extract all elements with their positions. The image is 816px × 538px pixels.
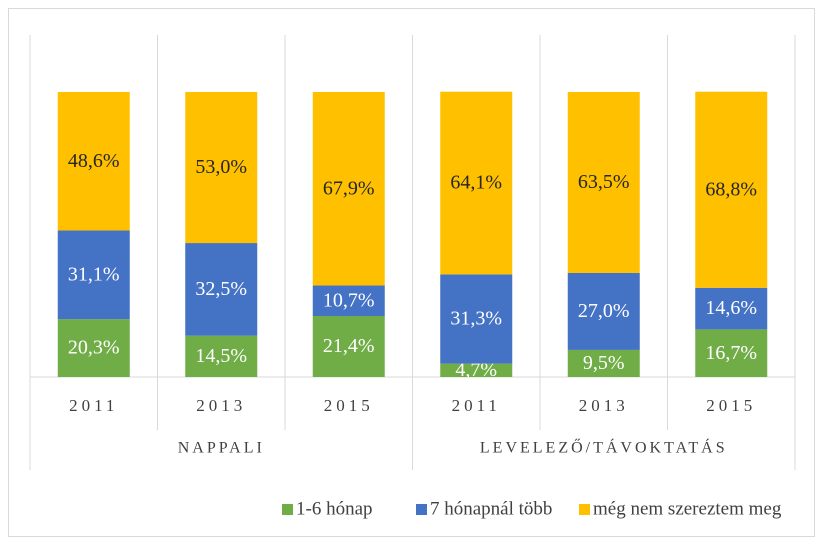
bar-segment xyxy=(567,92,640,273)
bar-segment xyxy=(185,243,258,336)
data-label: 63,5% xyxy=(578,171,630,193)
data-label: 14,6% xyxy=(705,297,757,319)
data-label: 20,3% xyxy=(68,337,120,359)
bar-segment xyxy=(312,92,385,286)
data-label: 48,6% xyxy=(68,150,120,172)
legend-swatch xyxy=(416,504,427,515)
bar-segment xyxy=(567,272,640,350)
data-label: 4,7% xyxy=(455,359,497,381)
bar-segment xyxy=(57,230,130,320)
legend-swatch xyxy=(282,504,293,515)
data-label: 14,5% xyxy=(195,345,247,367)
bar-segment xyxy=(440,91,513,275)
data-label: 21,4% xyxy=(323,335,375,357)
data-label: 9,5% xyxy=(583,352,625,374)
bar-segment xyxy=(567,349,640,377)
bar-segment xyxy=(185,335,258,377)
data-label: 53,0% xyxy=(195,156,247,178)
bar-segment xyxy=(57,92,130,231)
legend-swatch xyxy=(579,504,590,515)
bar-segment xyxy=(695,287,768,330)
legend-label: még nem szereztem meg xyxy=(593,498,782,519)
x-tick-label: 2013 xyxy=(579,396,629,415)
bar-segment xyxy=(312,316,385,377)
data-label: 31,1% xyxy=(68,263,120,285)
x-tick-label: 2011 xyxy=(452,396,501,415)
data-label: 64,1% xyxy=(450,172,502,194)
data-label: 10,7% xyxy=(323,289,375,311)
bar-segment xyxy=(185,92,258,244)
legend-label: 1-6 hónap xyxy=(296,498,373,519)
bar-segment xyxy=(695,91,768,288)
group-label: NAPPALI xyxy=(178,440,265,457)
bar-segment xyxy=(440,274,513,364)
x-tick-label: 2011 xyxy=(69,396,118,415)
bar-segment xyxy=(312,285,385,317)
data-label: 31,3% xyxy=(450,308,502,330)
bar-segment xyxy=(695,329,768,377)
data-label: 32,5% xyxy=(195,278,247,300)
data-label: 68,8% xyxy=(705,178,757,200)
data-label: 67,9% xyxy=(323,177,375,199)
legend-label: 7 hónapnál több xyxy=(430,498,552,519)
data-label: 16,7% xyxy=(705,342,757,364)
x-tick-label: 2015 xyxy=(324,396,374,415)
group-label: LEVELEZŐ/TÁVOKTATÁS xyxy=(480,438,728,457)
chart-border xyxy=(8,8,815,537)
x-tick-label: 2013 xyxy=(196,396,246,415)
data-label: 27,0% xyxy=(578,300,630,322)
bar-segment xyxy=(440,363,513,377)
bar-segment xyxy=(57,319,130,377)
x-tick-label: 2015 xyxy=(706,396,756,415)
